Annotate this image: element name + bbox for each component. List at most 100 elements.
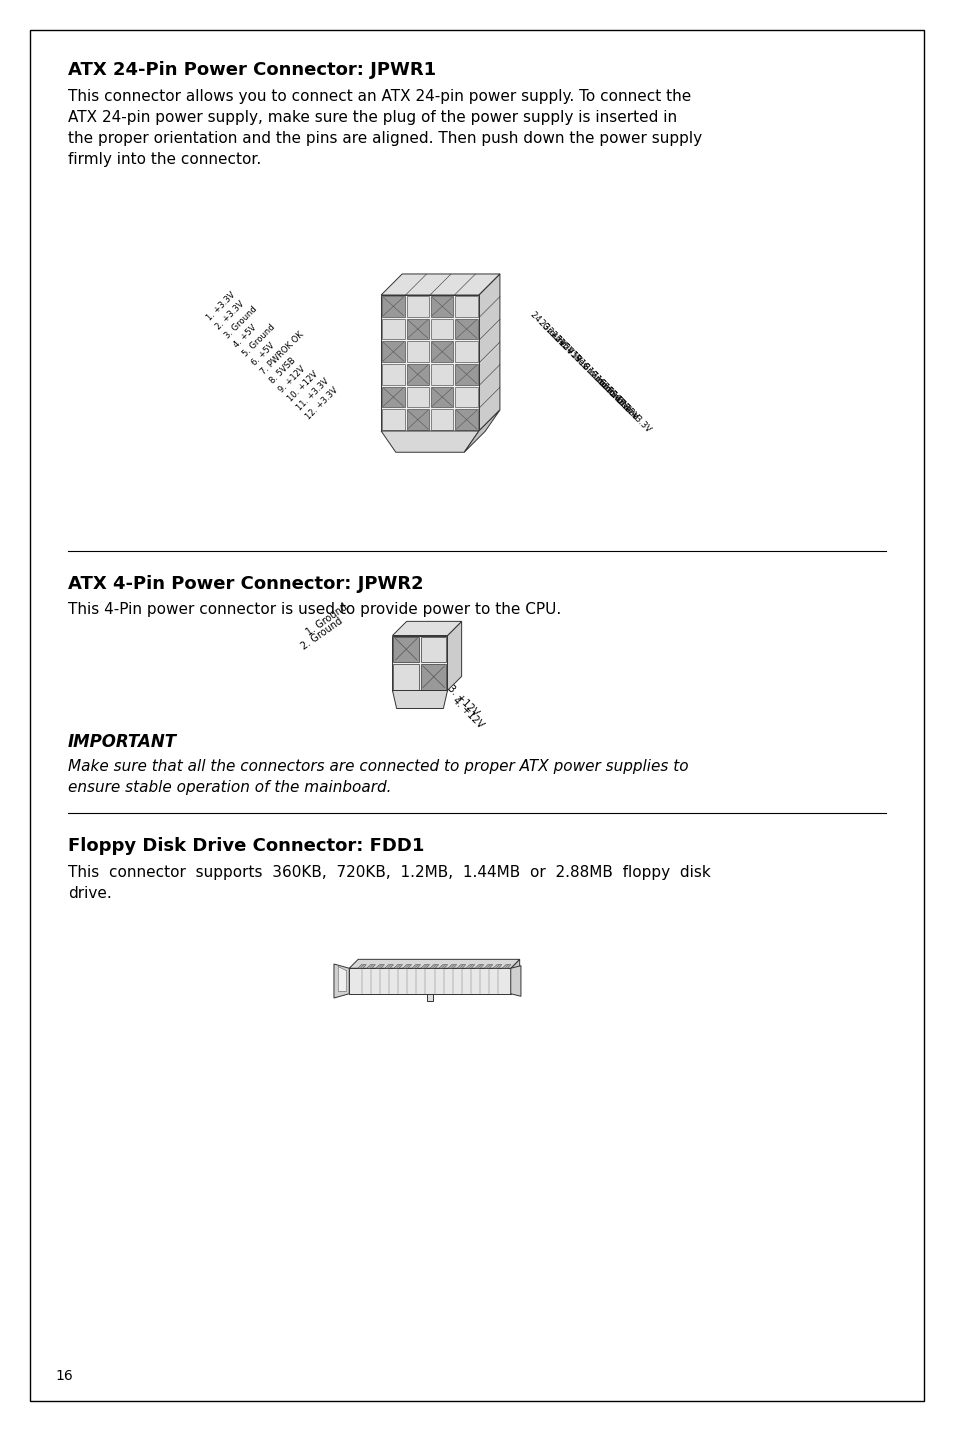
Polygon shape: [438, 964, 447, 969]
Polygon shape: [375, 964, 384, 969]
Polygon shape: [420, 964, 429, 969]
Text: 22. +5V: 22. +5V: [544, 326, 574, 356]
Text: 5. Ground: 5. Ground: [240, 322, 276, 358]
Polygon shape: [381, 431, 478, 452]
Text: 6. +5V: 6. +5V: [250, 341, 275, 366]
Text: 12. +3.3V: 12. +3.3V: [303, 385, 339, 421]
Polygon shape: [392, 635, 447, 691]
FancyBboxPatch shape: [382, 409, 404, 429]
Text: 7. PWROK OK: 7. PWROK OK: [258, 329, 305, 376]
Text: 23. +5V: 23. +5V: [537, 318, 566, 348]
Polygon shape: [334, 964, 349, 997]
Text: 3. Ground: 3. Ground: [222, 305, 258, 341]
Polygon shape: [357, 964, 366, 969]
Polygon shape: [402, 964, 411, 969]
Text: 2. Ground: 2. Ground: [299, 617, 344, 653]
Text: the proper orientation and the pins are aligned. Then push down the power supply: the proper orientation and the pins are …: [68, 132, 701, 146]
Polygon shape: [381, 295, 478, 431]
FancyBboxPatch shape: [455, 296, 477, 316]
FancyBboxPatch shape: [431, 296, 453, 316]
Text: 4. +5V: 4. +5V: [232, 322, 258, 349]
FancyBboxPatch shape: [420, 664, 446, 690]
FancyBboxPatch shape: [431, 319, 453, 339]
FancyBboxPatch shape: [406, 342, 429, 362]
Text: IMPORTANT: IMPORTANT: [68, 733, 177, 751]
Polygon shape: [478, 273, 499, 431]
FancyBboxPatch shape: [431, 363, 453, 385]
FancyBboxPatch shape: [406, 296, 429, 316]
Text: 15. Ground: 15. Ground: [600, 382, 639, 422]
FancyBboxPatch shape: [431, 409, 453, 429]
Text: 17. Ground: 17. Ground: [584, 366, 623, 405]
Polygon shape: [430, 964, 438, 969]
Text: 3. +12V: 3. +12V: [445, 683, 480, 718]
Polygon shape: [349, 969, 510, 993]
FancyBboxPatch shape: [406, 409, 429, 429]
FancyBboxPatch shape: [393, 664, 418, 690]
Polygon shape: [466, 964, 475, 969]
FancyBboxPatch shape: [455, 386, 477, 408]
Polygon shape: [366, 964, 375, 969]
Polygon shape: [392, 691, 447, 708]
FancyBboxPatch shape: [30, 30, 923, 1401]
Text: 14. -12V: 14. -12V: [608, 391, 639, 421]
Polygon shape: [501, 964, 511, 969]
Text: 19. Ground: 19. Ground: [568, 351, 607, 389]
FancyBboxPatch shape: [455, 409, 477, 429]
Polygon shape: [447, 621, 461, 691]
Text: 11. +3.3V: 11. +3.3V: [294, 376, 330, 412]
Text: drive.: drive.: [68, 886, 112, 902]
Text: 16. PS-ON#: 16. PS-ON#: [592, 373, 634, 415]
Text: ATX 24-pin power supply, make sure the plug of the power supply is inserted in: ATX 24-pin power supply, make sure the p…: [68, 110, 677, 124]
Text: 9. +12V: 9. +12V: [276, 363, 307, 394]
Text: ATX 4-Pin Power Connector: JPWR2: ATX 4-Pin Power Connector: JPWR2: [68, 575, 423, 592]
Text: 16: 16: [55, 1369, 72, 1382]
Polygon shape: [510, 959, 519, 993]
FancyBboxPatch shape: [406, 386, 429, 408]
Text: This  connector  supports  360KB,  720KB,  1.2MB,  1.44MB  or  2.88MB  floppy  d: This connector supports 360KB, 720KB, 1.…: [68, 864, 710, 880]
Polygon shape: [394, 964, 402, 969]
FancyBboxPatch shape: [382, 363, 404, 385]
FancyBboxPatch shape: [406, 319, 429, 339]
Polygon shape: [475, 964, 483, 969]
Polygon shape: [381, 273, 499, 295]
FancyBboxPatch shape: [420, 637, 446, 663]
Text: 13. +3.3V: 13. +3.3V: [616, 398, 652, 434]
FancyBboxPatch shape: [382, 386, 404, 408]
Text: 8. 5VSB: 8. 5VSB: [268, 355, 296, 385]
Text: This connector allows you to connect an ATX 24-pin power supply. To connect the: This connector allows you to connect an …: [68, 89, 691, 104]
Text: firmly into the connector.: firmly into the connector.: [68, 152, 261, 167]
Text: 2. +3.3V: 2. +3.3V: [213, 299, 246, 331]
Polygon shape: [448, 964, 456, 969]
Polygon shape: [456, 964, 465, 969]
FancyBboxPatch shape: [455, 319, 477, 339]
Polygon shape: [426, 993, 433, 1000]
FancyBboxPatch shape: [382, 342, 404, 362]
FancyBboxPatch shape: [382, 296, 404, 316]
Text: 10. +12V: 10. +12V: [285, 369, 319, 404]
FancyBboxPatch shape: [431, 386, 453, 408]
Text: 24. Ground: 24. Ground: [528, 311, 568, 349]
Text: ATX 24-Pin Power Connector: JPWR1: ATX 24-Pin Power Connector: JPWR1: [68, 62, 436, 79]
Text: Floppy Disk Drive Connector: FDD1: Floppy Disk Drive Connector: FDD1: [68, 837, 424, 854]
Polygon shape: [384, 964, 393, 969]
FancyBboxPatch shape: [455, 363, 477, 385]
Text: Make sure that all the connectors are connected to proper ATX power supplies to: Make sure that all the connectors are co…: [68, 758, 688, 774]
Text: 1. +3.3V: 1. +3.3V: [205, 290, 236, 322]
FancyBboxPatch shape: [455, 342, 477, 362]
Text: 1. Ground: 1. Ground: [304, 602, 349, 638]
FancyBboxPatch shape: [406, 363, 429, 385]
FancyBboxPatch shape: [393, 637, 418, 663]
FancyBboxPatch shape: [382, 319, 404, 339]
Polygon shape: [493, 964, 501, 969]
Text: 21. +5V: 21. +5V: [552, 333, 582, 363]
Polygon shape: [464, 409, 499, 452]
Polygon shape: [412, 964, 420, 969]
Polygon shape: [484, 964, 493, 969]
Polygon shape: [392, 621, 461, 635]
Text: ensure stable operation of the mainboard.: ensure stable operation of the mainboard…: [68, 780, 391, 796]
FancyBboxPatch shape: [431, 342, 453, 362]
Polygon shape: [338, 966, 346, 992]
Text: This 4-Pin power connector is used to provide power to the CPU.: This 4-Pin power connector is used to pr…: [68, 602, 560, 617]
Text: 4. +12V: 4. +12V: [451, 695, 485, 730]
